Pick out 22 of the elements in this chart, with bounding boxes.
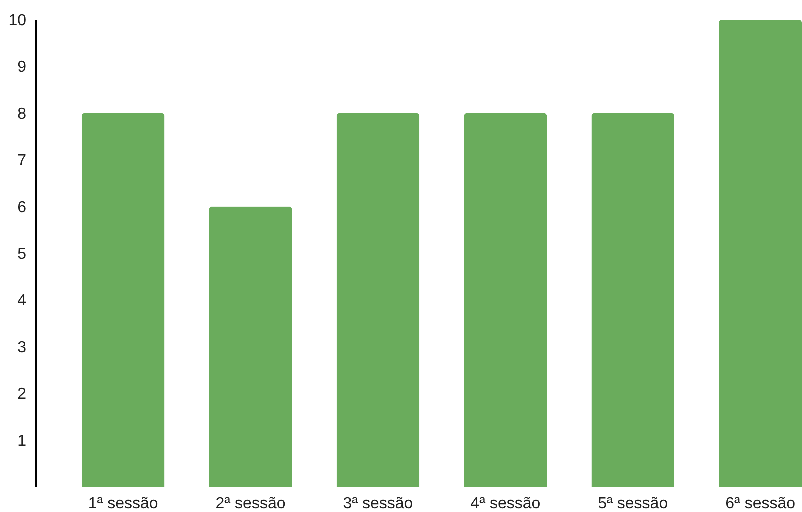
x-tick-label: 4ª sessão bbox=[470, 496, 541, 512]
y-tick-label: 4 bbox=[18, 292, 27, 310]
y-tick-label: 10 bbox=[8, 12, 27, 30]
y-tick-label: 1 bbox=[18, 432, 27, 450]
bar bbox=[336, 113, 420, 487]
y-tick-label: 3 bbox=[18, 339, 27, 356]
bar bbox=[464, 113, 548, 487]
bar bbox=[209, 206, 292, 487]
y-tick-label: 5 bbox=[18, 246, 27, 263]
x-tick-label: 5ª sessão bbox=[598, 496, 668, 512]
y-tick-label: 8 bbox=[18, 106, 27, 123]
x-tick-label: 1ª sessão bbox=[88, 496, 158, 512]
y-tick-label: 7 bbox=[18, 152, 27, 170]
x-tick-label: 3ª sessão bbox=[343, 496, 414, 512]
x-tick-label: 6ª sessão bbox=[726, 496, 796, 512]
bar bbox=[719, 20, 802, 487]
y-tick-label: 2 bbox=[18, 386, 27, 404]
y-tick-label: 9 bbox=[18, 59, 27, 76]
x-tick-label: 2ª sessão bbox=[216, 496, 286, 512]
bar bbox=[82, 113, 165, 487]
bar bbox=[592, 113, 675, 487]
y-tick-label: 6 bbox=[18, 199, 27, 216]
